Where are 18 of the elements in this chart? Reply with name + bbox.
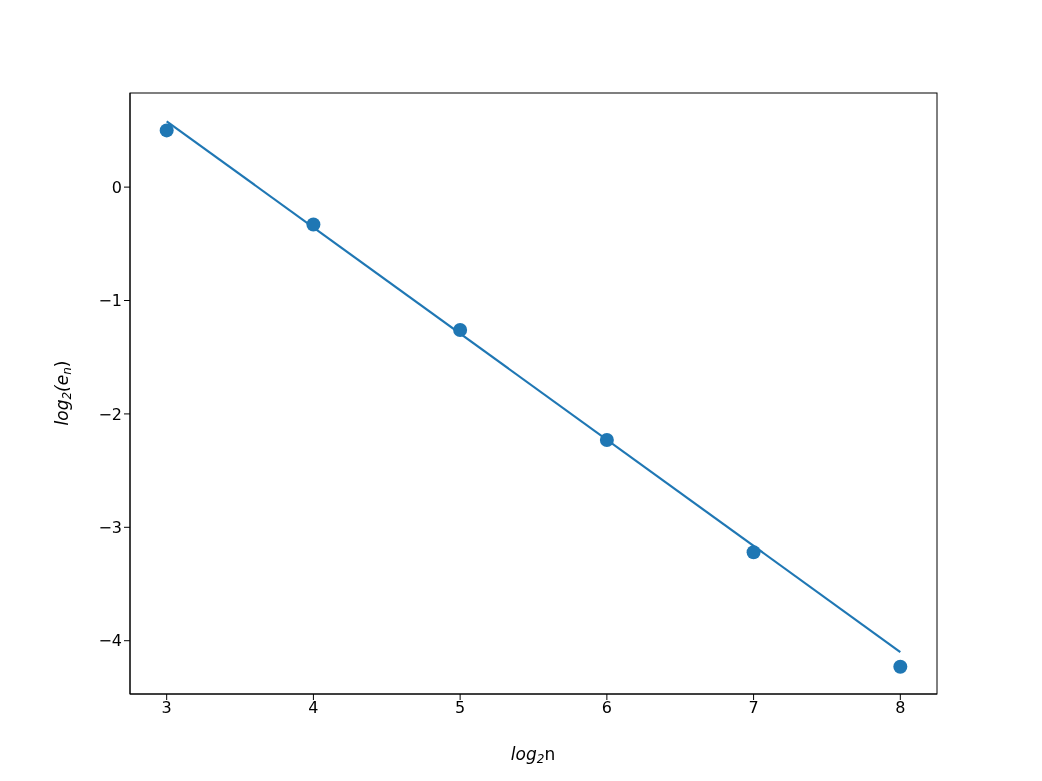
point bbox=[746, 545, 761, 560]
y-tick-label: −2 bbox=[98, 404, 122, 424]
x-tick-label: 8 bbox=[895, 698, 906, 718]
x-tick-label: 3 bbox=[161, 698, 172, 718]
point bbox=[893, 659, 908, 674]
x-tick-label: 6 bbox=[601, 698, 612, 718]
y-tick-label: −1 bbox=[98, 291, 122, 311]
x-axis-title: log$_{2}$n bbox=[510, 744, 556, 766]
point bbox=[453, 323, 468, 337]
y-tick-label: −4 bbox=[98, 631, 122, 651]
point bbox=[599, 432, 614, 447]
point bbox=[306, 217, 321, 232]
y-tick-label: −3 bbox=[98, 517, 122, 537]
point bbox=[159, 123, 174, 138]
y-tick-label: 0 bbox=[111, 177, 122, 197]
x-tick-label: 5 bbox=[455, 698, 466, 718]
x-tick-label: 4 bbox=[308, 698, 319, 718]
x-tick-label: 7 bbox=[748, 698, 759, 718]
